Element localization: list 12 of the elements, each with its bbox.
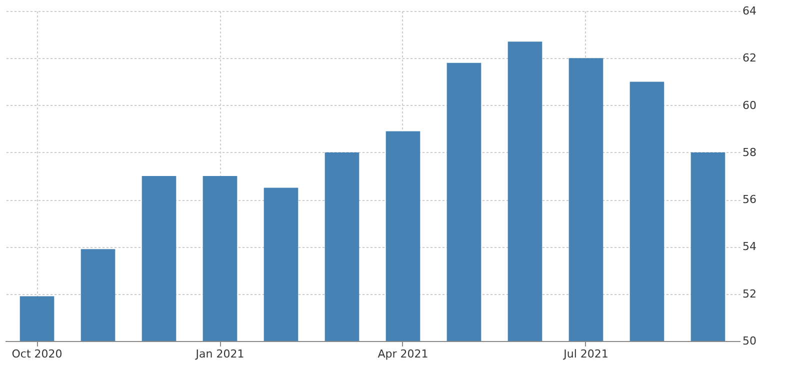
- x-tick-label: Jul 2021: [562, 348, 608, 360]
- y-tick-label: 62: [742, 52, 756, 65]
- y-tick-label: 52: [742, 287, 756, 300]
- y-tick-label: 64: [742, 4, 756, 18]
- y-tick-label: 56: [742, 193, 756, 206]
- x-tick-label: Jan 2021: [194, 348, 244, 360]
- x-tick-label: Oct 2020: [12, 348, 62, 360]
- y-tick-label: 50: [742, 334, 756, 348]
- y-tick-label: 60: [742, 98, 756, 112]
- y-tick-label: 58: [742, 146, 756, 159]
- x-tick-label: Apr 2021: [378, 348, 428, 360]
- y-tick-label: 54: [742, 240, 756, 254]
